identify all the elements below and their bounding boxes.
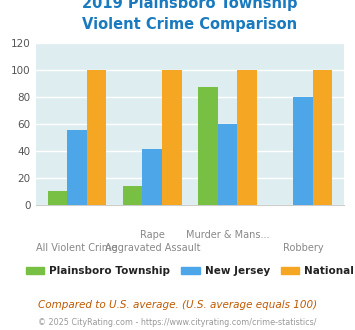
Text: © 2025 CityRating.com - https://www.cityrating.com/crime-statistics/: © 2025 CityRating.com - https://www.city… bbox=[38, 318, 317, 327]
Bar bbox=[162, 70, 182, 205]
Bar bbox=[313, 70, 332, 205]
Bar bbox=[123, 186, 142, 205]
Bar bbox=[237, 70, 257, 205]
Bar bbox=[218, 124, 237, 205]
Text: Rape: Rape bbox=[140, 230, 165, 240]
Bar bbox=[293, 97, 313, 205]
Legend: Plainsboro Township, New Jersey, National: Plainsboro Township, New Jersey, Nationa… bbox=[21, 262, 355, 280]
Bar bbox=[48, 191, 67, 205]
Text: All Violent Crime: All Violent Crime bbox=[36, 244, 118, 253]
Bar bbox=[198, 87, 218, 205]
Text: Murder & Mans...: Murder & Mans... bbox=[186, 230, 269, 240]
Bar bbox=[67, 130, 87, 205]
Title: 2019 Plainsboro Township
Violent Crime Comparison: 2019 Plainsboro Township Violent Crime C… bbox=[82, 0, 298, 32]
Text: Compared to U.S. average. (U.S. average equals 100): Compared to U.S. average. (U.S. average … bbox=[38, 300, 317, 310]
Bar bbox=[87, 70, 106, 205]
Text: Robbery: Robbery bbox=[283, 244, 323, 253]
Text: Aggravated Assault: Aggravated Assault bbox=[104, 244, 200, 253]
Bar bbox=[142, 149, 162, 205]
